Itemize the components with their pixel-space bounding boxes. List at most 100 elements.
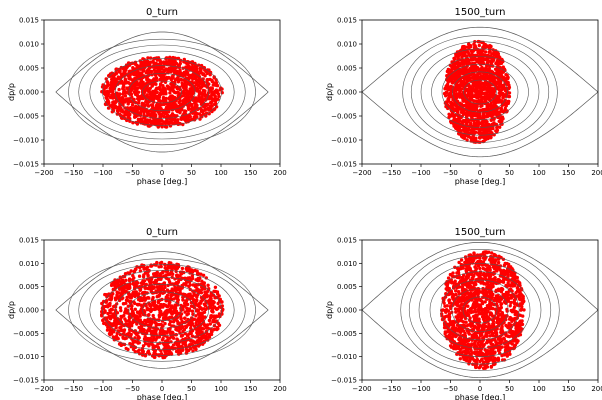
particle-point bbox=[136, 311, 140, 315]
particle-point bbox=[189, 300, 194, 305]
particle-point bbox=[473, 73, 477, 78]
particle-point bbox=[159, 64, 164, 68]
particle-point bbox=[165, 120, 169, 124]
particle-point bbox=[109, 80, 114, 85]
particle-point bbox=[469, 136, 473, 140]
x-tick-label: −200 bbox=[352, 169, 371, 177]
particle-point bbox=[187, 276, 192, 280]
particle-point bbox=[217, 94, 221, 99]
particle-point bbox=[115, 293, 119, 297]
particle-point bbox=[155, 105, 159, 110]
particle-point bbox=[147, 327, 152, 331]
particle-point bbox=[155, 56, 159, 60]
particle-point bbox=[477, 130, 482, 134]
particle-point bbox=[199, 68, 203, 72]
particle-point bbox=[465, 138, 469, 142]
particle-point bbox=[124, 298, 129, 302]
particle-point bbox=[478, 86, 483, 90]
particle-point bbox=[134, 290, 138, 294]
particle-point bbox=[121, 336, 126, 340]
particle-point bbox=[168, 282, 172, 286]
particle-point bbox=[145, 81, 149, 86]
contour-line bbox=[402, 35, 558, 149]
particle-point bbox=[467, 42, 471, 46]
particle-point bbox=[171, 320, 176, 324]
particle-point bbox=[476, 58, 480, 62]
particle-point bbox=[149, 277, 153, 282]
particle-point bbox=[196, 79, 201, 84]
particle-point bbox=[126, 87, 130, 91]
particle-point bbox=[473, 84, 477, 88]
particle-point bbox=[183, 316, 187, 320]
particle-point bbox=[151, 301, 155, 305]
particle-point bbox=[460, 135, 465, 139]
particle-point bbox=[463, 45, 468, 49]
particle-point bbox=[181, 329, 185, 334]
contour-line bbox=[78, 263, 246, 356]
particle-point bbox=[485, 53, 489, 58]
particle-point bbox=[484, 127, 489, 131]
particle-point bbox=[184, 324, 189, 329]
particle-point bbox=[160, 338, 165, 342]
x-tick-label: −50 bbox=[125, 385, 140, 393]
particle-point bbox=[201, 109, 205, 113]
particle-point bbox=[485, 96, 489, 101]
particle-point bbox=[483, 50, 488, 54]
particle-point bbox=[181, 307, 185, 311]
particle-point bbox=[174, 349, 179, 354]
particle-point bbox=[190, 270, 195, 274]
particle-point bbox=[127, 315, 131, 319]
particle-point bbox=[132, 340, 136, 344]
particle-point bbox=[501, 65, 505, 69]
plot-area bbox=[362, 26, 598, 158]
particle-point bbox=[165, 111, 169, 116]
particle-point bbox=[185, 279, 189, 284]
particle-point bbox=[159, 349, 163, 353]
particle-point bbox=[169, 311, 174, 315]
particle-point bbox=[470, 49, 474, 53]
particle-point bbox=[115, 280, 120, 284]
separatrix-lower bbox=[362, 91, 598, 158]
particle-point bbox=[147, 119, 152, 124]
particle-point bbox=[459, 80, 464, 84]
particle-point bbox=[150, 340, 154, 344]
particle-point bbox=[473, 121, 477, 126]
particle-point bbox=[187, 92, 191, 96]
particle-point bbox=[504, 76, 509, 81]
particle-point bbox=[174, 273, 179, 278]
contour-line bbox=[420, 48, 540, 136]
particle-point bbox=[470, 98, 474, 102]
particle-point bbox=[152, 336, 156, 340]
particle-point bbox=[156, 318, 160, 322]
particle-point bbox=[158, 68, 162, 72]
particle-point bbox=[471, 118, 476, 122]
contour-line bbox=[410, 41, 550, 143]
particle-point bbox=[175, 297, 180, 301]
particle-point bbox=[184, 320, 188, 324]
particle-point bbox=[178, 110, 182, 115]
particle-point bbox=[152, 304, 157, 308]
y-tick-label: −0.010 bbox=[331, 137, 357, 145]
particle-point bbox=[154, 290, 159, 295]
particle-point bbox=[127, 97, 131, 101]
particle-point bbox=[214, 105, 219, 109]
particle-point bbox=[153, 114, 158, 118]
subplot-3: −200 −150 −100 −50 0 50 100 150 2000.0150.0100.0… bbox=[7, 227, 287, 400]
particle-point bbox=[189, 76, 194, 80]
particle-point bbox=[115, 91, 119, 95]
particle-point bbox=[131, 290, 136, 294]
particle-point bbox=[184, 301, 188, 305]
particle-point bbox=[161, 99, 165, 104]
particle-point bbox=[195, 103, 199, 108]
contour-line bbox=[128, 291, 196, 329]
particle-point bbox=[109, 283, 114, 288]
particle-point bbox=[144, 121, 149, 125]
particle-point bbox=[202, 302, 207, 306]
particle-point bbox=[485, 114, 489, 119]
particle-point bbox=[493, 76, 498, 80]
particle-point bbox=[150, 103, 155, 107]
particle-point bbox=[141, 344, 146, 348]
particle-point bbox=[449, 95, 454, 99]
particle-point bbox=[185, 297, 190, 301]
particle-point bbox=[165, 293, 170, 298]
